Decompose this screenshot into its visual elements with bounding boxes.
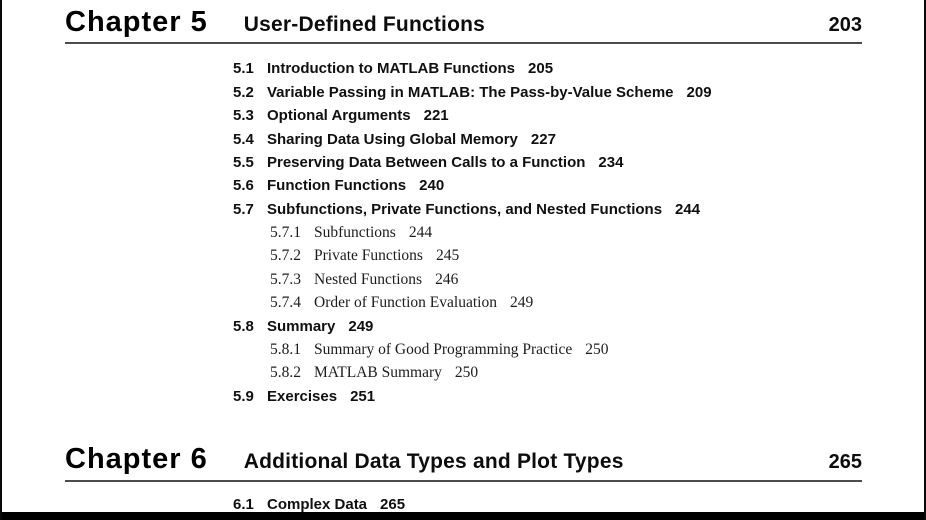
entry-page-number: 209	[686, 83, 712, 101]
entry-number: 5.6	[233, 177, 254, 195]
entry-number: 5.1	[233, 60, 254, 78]
chapter-6-heading: Chapter 6 Additional Data Types and Plot…	[65, 443, 862, 476]
entry-page-number: 240	[419, 177, 445, 195]
toc-entries-chapter-6: 6.1 Complex Data 265	[233, 496, 924, 519]
toc-entries-chapter-5: 5.1 Introduction to MATLAB Functions 205 5.…	[233, 60, 924, 411]
entry-number: 5.7	[233, 200, 254, 218]
entry-number: 5.3	[233, 107, 254, 125]
toc-entry: 6.1 Complex Data 265	[233, 496, 924, 519]
entry-page-number: 227	[530, 130, 556, 148]
page-bottom-edge-bar	[2, 512, 924, 520]
toc-entry: 5.5 Preserving Data Between Calls to a Fu…	[233, 154, 924, 177]
toc-entry: 5.1 Introduction to MATLAB Functions 205	[233, 60, 924, 83]
chapter-page-number: 265	[828, 451, 862, 474]
chapter-divider-rule	[65, 479, 862, 482]
entry-page-number: 234	[598, 153, 624, 171]
toc-entry: 5.6 Function Functions 240	[233, 177, 924, 200]
entry-page-number: 246	[435, 270, 459, 288]
entry-title: Subfunctions	[314, 224, 396, 242]
toc-entry: 5.8.1 Summary of Good Programming Practic…	[233, 341, 924, 364]
entry-number: 5.7.3	[270, 270, 301, 288]
chapter-5-block: Chapter 5 User-Defined Functions 203 5.1…	[2, 6, 924, 411]
toc-entry: 5.8.2 MATLAB Summary 250	[233, 364, 924, 387]
entry-title: Variable Passing in MATLAB: The Pass-by-…	[267, 83, 674, 101]
entry-title: Private Functions	[314, 247, 423, 265]
toc-entry: 5.7.1 Subfunctions 244	[233, 224, 924, 247]
toc-entry: 5.4 Sharing Data Using Global Memory 227	[233, 131, 924, 154]
entry-title: Summary	[267, 317, 336, 335]
entry-page-number: 250	[585, 341, 609, 359]
chapter-label: Chapter 5	[65, 6, 208, 38]
entry-page-number: 244	[675, 200, 701, 218]
chapter-title: Additional Data Types and Plot Types	[243, 450, 624, 474]
entry-number: 5.4	[233, 130, 254, 148]
toc-entry: 5.8 Summary 249	[233, 318, 924, 341]
entry-title: Summary of Good Programming Practice	[314, 341, 573, 359]
entry-number: 6.1	[233, 495, 254, 513]
entry-title: Nested Functions	[314, 270, 423, 288]
toc-entry: 5.2 Variable Passing in MATLAB: The Pass-…	[233, 84, 924, 107]
entry-title: Subfunctions, Private Functions, and Nes…	[267, 200, 663, 218]
chapter-label: Chapter 6	[65, 443, 208, 476]
entry-number: 5.8.1	[270, 341, 301, 359]
entry-page-number: 205	[528, 60, 554, 78]
entry-number: 5.8.2	[270, 364, 301, 382]
toc-entry: 5.7.4 Order of Function Evaluation 249	[233, 294, 924, 317]
entry-page-number: 251	[350, 387, 376, 405]
entry-title: Sharing Data Using Global Memory	[267, 130, 518, 148]
entry-number: 5.7.1	[270, 224, 301, 242]
entry-page-number: 250	[454, 364, 479, 382]
entry-title: Exercises	[267, 387, 338, 405]
toc-entry: 5.7 Subfunctions, Private Functions, and …	[233, 201, 924, 224]
chapter-page-number: 203	[828, 14, 862, 36]
entry-title: Order of Function Evaluation	[314, 294, 497, 312]
entry-title: Optional Arguments	[267, 107, 411, 125]
entry-number: 5.8	[233, 317, 254, 335]
chapter-divider-rule	[65, 42, 862, 45]
entry-page-number: 249	[348, 317, 374, 335]
chapter-title: User-Defined Functions	[243, 13, 486, 36]
entry-page-number: 244	[408, 224, 433, 242]
entry-title: Complex Data	[267, 495, 368, 513]
entry-number: 5.9	[233, 387, 254, 405]
entry-page-number: 249	[509, 294, 534, 312]
chapter-5-heading: Chapter 5 User-Defined Functions 203	[65, 6, 862, 39]
chapter-6-block: Chapter 6 Additional Data Types and Plot…	[2, 443, 924, 519]
toc-entry: 5.9 Exercises 251	[233, 388, 924, 411]
toc-entry: 5.3 Optional Arguments 221	[233, 107, 924, 130]
entry-title: MATLAB Summary	[314, 364, 442, 382]
entry-number: 5.5	[233, 153, 254, 171]
entry-number: 5.2	[233, 83, 254, 101]
entry-title: Introduction to MATLAB Functions	[267, 60, 516, 78]
entry-page-number: 245	[435, 247, 460, 265]
toc-entry: 5.7.2 Private Functions 245	[233, 247, 924, 270]
toc-entry: 5.7.3 Nested Functions 246	[233, 271, 924, 294]
entry-page-number: 265	[380, 495, 406, 513]
entry-title: Preserving Data Between Calls to a Funct…	[267, 153, 586, 171]
entry-title: Function Functions	[267, 177, 407, 195]
entry-number: 5.7.2	[270, 247, 301, 265]
entry-page-number: 221	[423, 107, 449, 125]
entry-number: 5.7.4	[270, 294, 301, 312]
